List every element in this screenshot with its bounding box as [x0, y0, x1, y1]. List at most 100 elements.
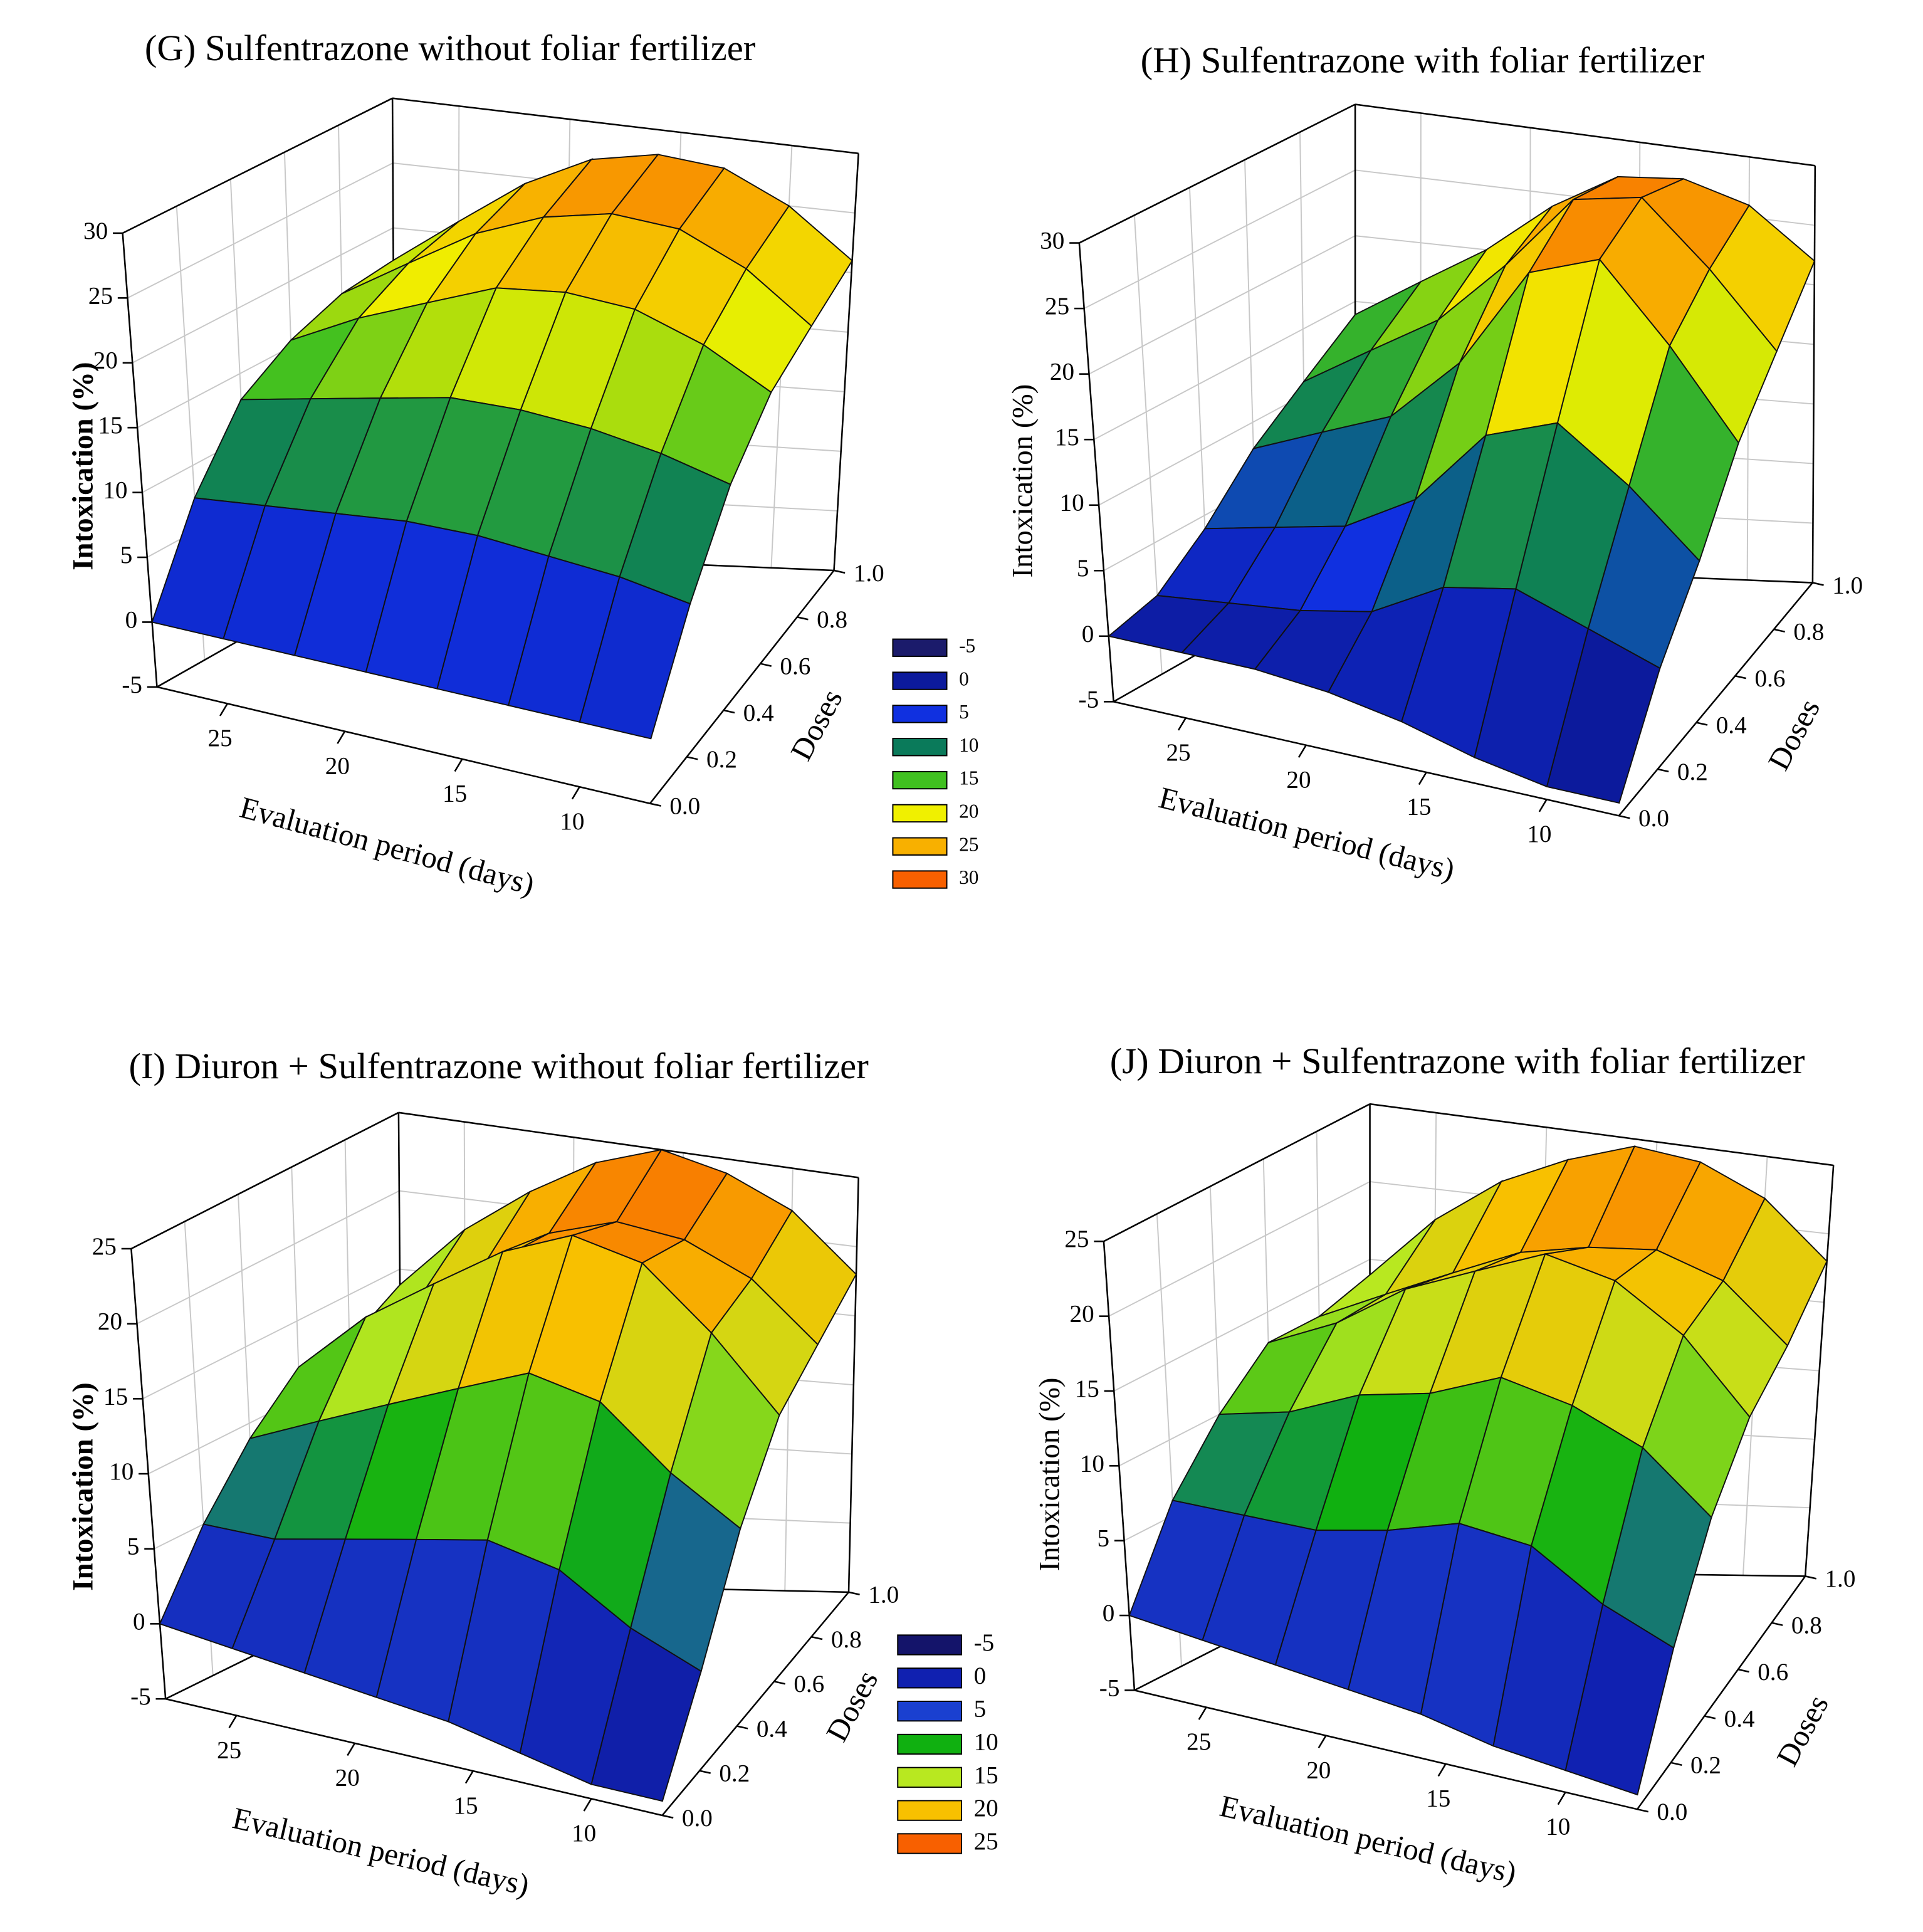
- y-tick-label: 0.8: [1791, 1612, 1822, 1639]
- tick-mark: [1704, 1715, 1716, 1719]
- axis-line: [1134, 1689, 1638, 1810]
- chart-title: (I) Diuron + Sulfentrazone without folia…: [128, 1046, 869, 1086]
- x-tick-label: 10: [572, 1820, 596, 1847]
- legend-label: 15: [974, 1761, 998, 1788]
- x-tick-label: 20: [1306, 1756, 1331, 1783]
- axis-line: [1618, 582, 1813, 817]
- surface-cell: [1107, 594, 1230, 654]
- x-tick-label: 25: [1187, 1728, 1211, 1755]
- legend-swatch: [892, 804, 948, 823]
- z-tick-label: 5: [1077, 555, 1089, 582]
- axis-line: [392, 97, 859, 154]
- tick-mark: [1812, 582, 1824, 586]
- axis-line: [122, 233, 158, 687]
- legend-swatch: [897, 1833, 962, 1854]
- legend-label: 25: [974, 1828, 998, 1855]
- tick-mark: [1737, 1668, 1749, 1673]
- z-tick-label: 5: [1098, 1525, 1110, 1552]
- y-tick-label: 1.0: [1825, 1565, 1855, 1592]
- z-tick-label: -5: [122, 671, 142, 698]
- tick-mark: [1773, 628, 1785, 633]
- axis-line: [1354, 103, 1815, 167]
- axis-line: [1078, 243, 1114, 702]
- tick-mark: [1177, 717, 1187, 731]
- y-axis-label: Doses: [1769, 1689, 1835, 1772]
- axis-line: [847, 1177, 859, 1592]
- x-tick-label: 15: [443, 780, 467, 807]
- axis-line: [130, 1111, 399, 1250]
- axis-line: [157, 686, 651, 804]
- tick-mark: [583, 1798, 592, 1812]
- grid-line: [137, 1190, 400, 1325]
- axis-line: [398, 1111, 859, 1179]
- y-tick-label: 0.6: [1755, 665, 1786, 692]
- x-tick-label: 15: [453, 1792, 478, 1819]
- tick-mark: [686, 756, 698, 760]
- z-tick-label: 20: [93, 347, 118, 374]
- y-tick-label: 0.2: [719, 1760, 750, 1787]
- z-tick-label: 25: [88, 282, 113, 309]
- tick-mark: [649, 802, 661, 807]
- z-tick-label: 0: [125, 606, 138, 633]
- y-axis-label: Doses: [783, 683, 849, 765]
- tick-mark: [848, 1591, 860, 1596]
- grid-line: [1084, 169, 1356, 309]
- axis-line: [1637, 1575, 1806, 1810]
- axis-line: [1113, 701, 1620, 817]
- tick-mark: [797, 616, 809, 621]
- tick-mark: [773, 1681, 785, 1685]
- tick-mark: [228, 1714, 238, 1728]
- grid-line: [132, 227, 394, 364]
- z-tick-label: 15: [1075, 1375, 1099, 1402]
- legend-label: 0: [974, 1662, 987, 1689]
- axis-line: [661, 1592, 849, 1816]
- x-tick-label: 25: [208, 725, 233, 752]
- grid-line: [1089, 235, 1356, 375]
- legend-swatch: [892, 870, 948, 889]
- tick-mark: [811, 1635, 823, 1641]
- legend-label: 5: [959, 701, 969, 723]
- legend-label: 20: [959, 801, 978, 822]
- legend-swatch: [892, 837, 948, 856]
- tick-mark: [1297, 745, 1307, 758]
- y-axis-label: Doses: [1761, 693, 1826, 775]
- grid-line: [127, 162, 394, 299]
- legend-label: 10: [974, 1728, 998, 1755]
- legend-label: 15: [959, 767, 978, 789]
- legend-label: 20: [974, 1795, 998, 1822]
- tick-mark: [834, 569, 846, 574]
- legend-swatch: [892, 671, 948, 690]
- z-tick-label: 10: [1080, 1450, 1104, 1477]
- grid-line: [142, 1268, 401, 1400]
- panel: -5051015202530101520250.00.20.40.60.81.0…: [1007, 39, 1863, 886]
- y-tick-label: 0.0: [682, 1805, 713, 1832]
- legend-label: 25: [959, 833, 978, 855]
- y-tick-label: 0.8: [817, 606, 847, 633]
- tick-mark: [1657, 768, 1669, 773]
- y-tick-label: 0.6: [794, 1671, 824, 1698]
- axis-line: [1103, 1103, 1371, 1242]
- z-tick-label: 15: [1055, 424, 1079, 451]
- z-tick-label: 25: [1045, 293, 1069, 320]
- z-tick-label: 0: [133, 1608, 145, 1635]
- x-tick-label: 10: [1546, 1814, 1570, 1840]
- y-tick-label: 0.6: [780, 653, 810, 680]
- legend-label: 10: [959, 734, 978, 756]
- tick-mark: [736, 1725, 748, 1730]
- y-tick-label: 0.8: [1793, 619, 1824, 646]
- legend-swatch: [892, 770, 948, 790]
- y-axis-label: Doses: [819, 1665, 885, 1747]
- tick-mark: [1637, 1808, 1648, 1813]
- legend-label: -5: [974, 1629, 995, 1656]
- tick-mark: [1318, 1735, 1327, 1748]
- legend-label: 5: [974, 1696, 987, 1723]
- axis-line: [1079, 103, 1356, 244]
- x-tick-label: 25: [1166, 739, 1190, 766]
- z-tick-label: 10: [1060, 490, 1084, 517]
- x-tick-label: 10: [560, 808, 584, 835]
- z-axis-label: Intoxication (%): [67, 362, 100, 570]
- z-tick-label: 15: [98, 412, 123, 439]
- panel: -5051015202530101520250.00.20.40.60.81.0…: [67, 28, 979, 901]
- z-tick-label: 20: [98, 1308, 122, 1335]
